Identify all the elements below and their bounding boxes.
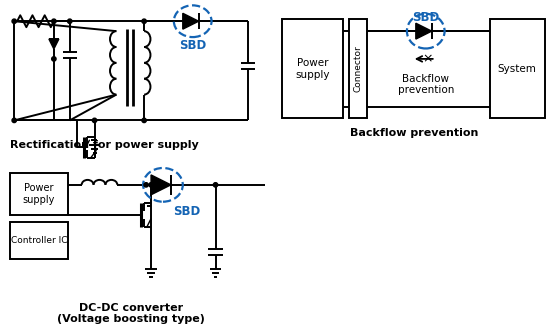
Bar	[10, 173, 68, 215]
Polygon shape	[49, 39, 59, 49]
Circle shape	[68, 19, 72, 23]
Text: Power
supply: Power supply	[295, 58, 330, 79]
Text: Backflow
prevention: Backflow prevention	[398, 74, 454, 96]
Circle shape	[12, 118, 17, 123]
Text: SBD: SBD	[179, 39, 206, 52]
Circle shape	[52, 19, 56, 23]
Circle shape	[149, 183, 153, 187]
Circle shape	[12, 19, 17, 23]
Bar	[282, 19, 343, 119]
Text: Connector: Connector	[354, 45, 363, 92]
Polygon shape	[151, 175, 171, 195]
Bar	[350, 19, 367, 119]
Text: SBD: SBD	[412, 11, 439, 24]
Text: Controller IC: Controller IC	[11, 236, 67, 245]
Text: System: System	[497, 64, 536, 74]
Text: Backflow prevention: Backflow prevention	[350, 128, 478, 138]
Polygon shape	[416, 23, 432, 39]
Text: Rectification for power supply: Rectification for power supply	[10, 140, 199, 150]
Text: Power
supply: Power supply	[23, 183, 55, 205]
Polygon shape	[90, 150, 96, 158]
Bar	[10, 221, 68, 259]
Bar	[490, 19, 545, 119]
Circle shape	[142, 118, 146, 123]
Text: DC-DC converter
(Voltage boosting type): DC-DC converter (Voltage boosting type)	[57, 303, 205, 324]
Circle shape	[142, 19, 146, 23]
Circle shape	[52, 57, 56, 61]
Text: $\times$: $\times$	[422, 52, 433, 65]
Polygon shape	[147, 218, 151, 226]
Circle shape	[93, 118, 97, 123]
Text: SBD: SBD	[173, 205, 200, 218]
Circle shape	[213, 183, 218, 187]
Circle shape	[144, 183, 148, 187]
Polygon shape	[183, 13, 199, 29]
